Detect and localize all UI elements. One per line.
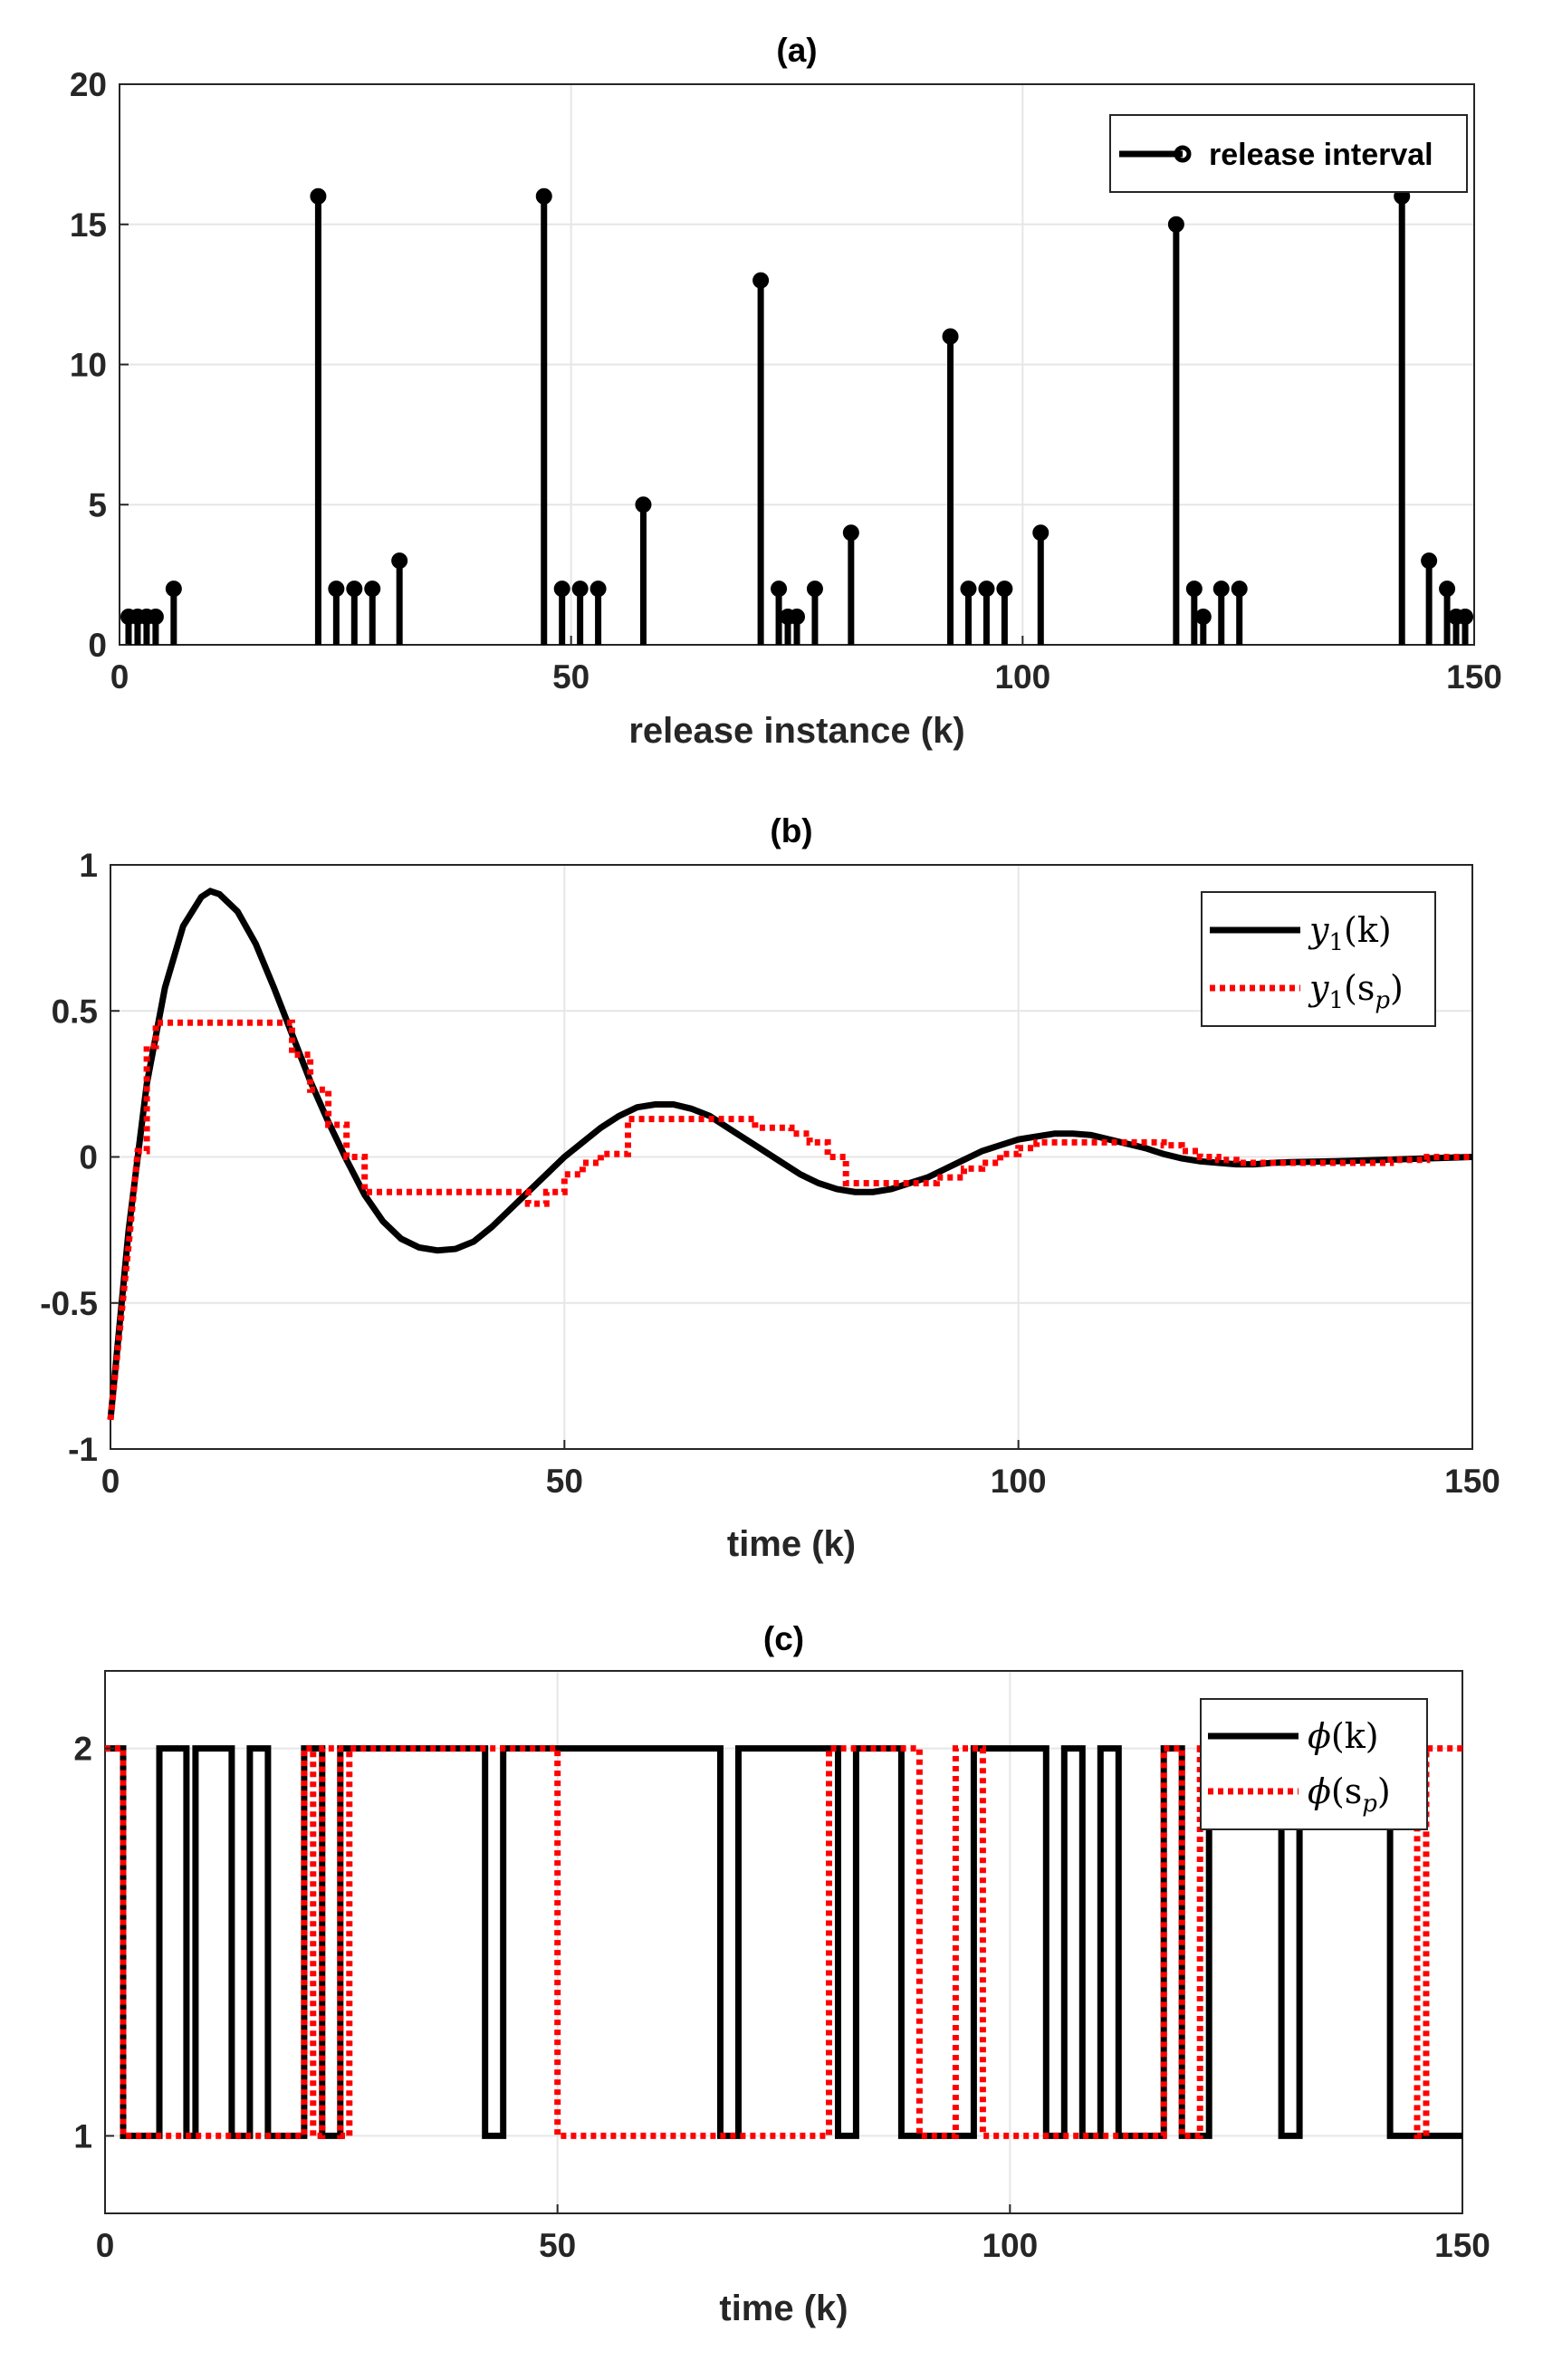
panel-c-xlabel: time (k) (719, 2289, 848, 2328)
stem-marker (346, 581, 363, 598)
stem-marker (771, 581, 788, 598)
stem-marker (553, 581, 570, 598)
stem-marker (535, 187, 552, 205)
x-tick-label: 50 (546, 1463, 583, 1500)
legend-box (1200, 1698, 1428, 1830)
x-tick-label: 150 (1444, 1463, 1500, 1500)
stem-marker (960, 581, 977, 598)
stem-series (120, 187, 1474, 645)
stem-marker (789, 609, 805, 626)
stem-marker (1212, 581, 1230, 598)
panel-c-legend: ϕ(k) ϕ(sp) (1200, 1698, 1428, 1830)
tick-labels: 0 50 100 150 1 2 (73, 1731, 1490, 2264)
y-tick-label: 0 (88, 627, 107, 664)
panel-b-title: (b) (770, 812, 812, 849)
y-tick-label: 0 (79, 1139, 98, 1176)
y-tick-label: 10 (70, 347, 107, 384)
line-series (107, 888, 1473, 1421)
axes-box (104, 1670, 1463, 2214)
y-tick-label: 15 (70, 206, 107, 244)
stem-marker (1185, 581, 1203, 598)
stem-marker (1439, 581, 1456, 598)
panel-b-xlabel: time (k) (727, 1524, 856, 1564)
x-tick-label: 150 (1446, 658, 1502, 696)
stem-marker (978, 581, 995, 598)
legend-marker-release-interval (1174, 145, 1192, 163)
tick-labels: 0 50 100 150 0 5 10 15 20 (70, 66, 1502, 696)
y-tick-label: -1 (68, 1431, 98, 1468)
series-phisp (105, 1745, 1462, 2139)
tick-labels: 0 50 100 150 -1 -0.5 0 0.5 1 (40, 847, 1500, 1500)
series-y1sp (107, 1019, 1472, 1421)
stem-marker (165, 581, 182, 598)
x-tick-label: 100 (982, 2227, 1038, 2264)
legend-label-release-interval: release interval (1209, 138, 1433, 172)
stem-marker (942, 328, 959, 345)
x-tick-label: 0 (101, 1463, 120, 1500)
x-tick-label: 0 (110, 658, 129, 696)
legend-label-y1sp: y1(sp) (1308, 968, 1404, 1014)
stem-marker (147, 609, 164, 626)
stem-marker (1032, 524, 1049, 542)
y-tick-label: -0.5 (40, 1285, 98, 1322)
y-tick-label: 1 (79, 847, 98, 884)
legend-label-phisp: ϕ(sp) (1308, 1771, 1391, 1818)
stem-marker (310, 187, 327, 205)
step-series (105, 1745, 1462, 2139)
stem-marker (1167, 216, 1184, 233)
y-tick-label: 5 (88, 486, 107, 523)
panel-a-xlabel: release instance (k) (628, 711, 964, 751)
legend-label-phik: ϕ(k) (1308, 1716, 1379, 1756)
stem-marker (842, 524, 859, 542)
stem-marker (364, 581, 381, 598)
stem-marker (328, 581, 345, 598)
stem-marker (589, 581, 607, 598)
x-tick-label: 100 (991, 1463, 1047, 1500)
stem-marker (1421, 552, 1438, 570)
panel-a-title: (a) (776, 32, 817, 69)
stem-marker (1194, 609, 1212, 626)
stem-marker (752, 272, 770, 289)
stem-marker (635, 496, 652, 513)
y-tick-label: 1 (73, 2117, 92, 2154)
x-tick-label: 50 (539, 2227, 576, 2264)
x-tick-label: 50 (552, 658, 589, 696)
panel-b-legend: y1(k) y1(sp) (1201, 891, 1436, 1027)
x-tick-label: 0 (96, 2227, 115, 2264)
panel-c: 0 50 100 150 1 2 (c) time (k) ϕ(k) ϕ(sp) (73, 1620, 1490, 2328)
stem-marker (1231, 581, 1248, 598)
y-tick-label: 20 (70, 66, 107, 103)
stem-marker (996, 581, 1013, 598)
x-tick-label: 100 (994, 658, 1050, 696)
y-tick-label: 0.5 (52, 993, 98, 1030)
panel-c-title: (c) (763, 1620, 804, 1657)
panel-b: 0 50 100 150 -1 -0.5 0 0.5 1 (b) time (k) y1(k) … (40, 812, 1500, 1564)
series-y1k (107, 888, 1473, 1421)
x-tick-label: 150 (1434, 2227, 1490, 2264)
legend-box (1201, 891, 1436, 1027)
stem-marker (391, 552, 408, 570)
legend-label-y1k: y1(k) (1308, 910, 1392, 956)
stem-marker (571, 581, 589, 598)
stem-marker (1457, 609, 1474, 626)
panel-a-legend: release interval (1109, 114, 1468, 193)
panel-a: 0 50 100 150 0 5 10 15 20 (a) release instance (… (70, 32, 1502, 751)
stem-marker (806, 581, 823, 598)
y-tick-label: 2 (73, 1731, 92, 1768)
